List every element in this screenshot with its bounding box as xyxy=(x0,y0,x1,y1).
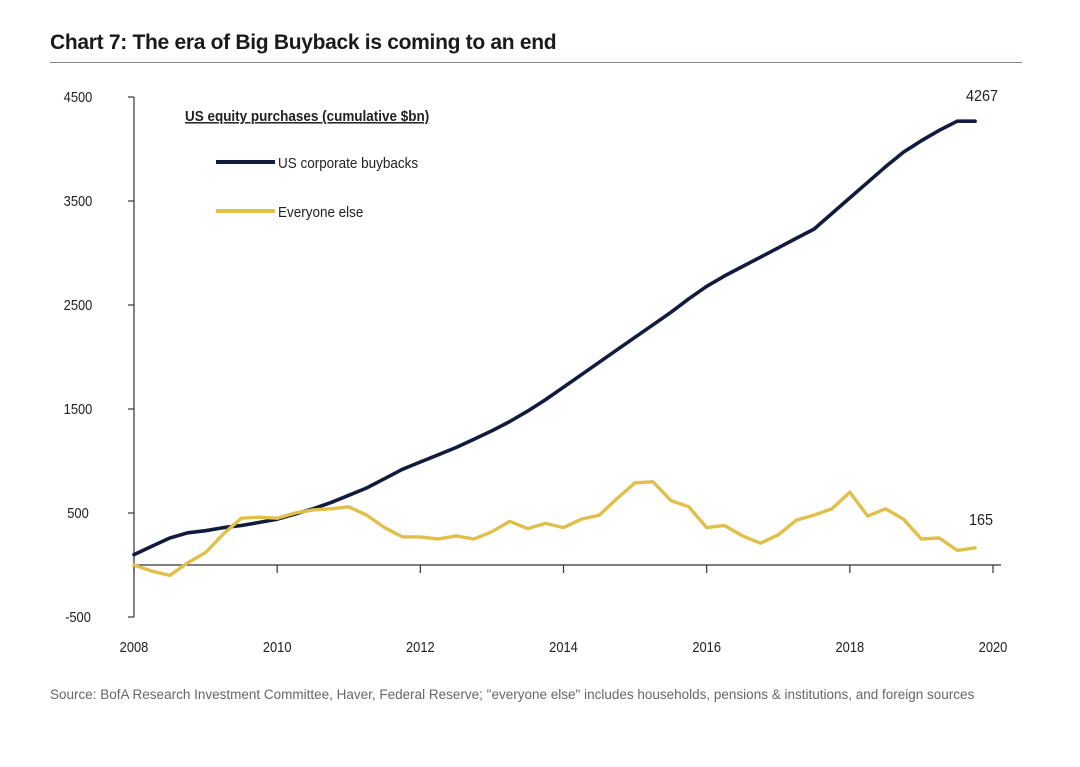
chart-legend: US equity purchases (cumulative $bn) US c… xyxy=(185,108,429,221)
chart-title: Chart 7: The era of Big Buyback is comin… xyxy=(50,31,557,54)
chart-axes xyxy=(133,97,1001,617)
title-divider xyxy=(50,62,1022,63)
legend-label: Everyone else xyxy=(278,204,364,221)
x-tick-label: 2020 xyxy=(979,638,1008,655)
y-tick-label: 1500 xyxy=(64,400,93,417)
axis-ticks: -500 500 1500 2500 3500 4500 2008 2010 2012 2014 2… xyxy=(64,88,1008,655)
x-tick-label: 2014 xyxy=(549,638,578,655)
x-tick-label: 2018 xyxy=(836,638,865,655)
chart-series xyxy=(132,119,977,578)
y-tick-label: 3500 xyxy=(64,192,93,209)
x-tick-label: 2016 xyxy=(692,638,721,655)
series-line-us-corporate-buybacks xyxy=(132,119,977,557)
data-label: 165 xyxy=(969,511,993,529)
x-tick-label: 2012 xyxy=(406,638,435,655)
legend-label: US corporate buybacks xyxy=(278,155,418,172)
legend-title: US equity purchases (cumulative $bn) xyxy=(185,108,429,125)
x-tick-label: 2010 xyxy=(263,638,292,655)
data-label: 4267 xyxy=(966,87,998,105)
data-labels: 4267 165 xyxy=(966,87,998,529)
y-tick-label: 2500 xyxy=(64,296,93,313)
y-tick-label: -500 xyxy=(65,608,91,625)
source-note: Source: BofA Research Investment Committ… xyxy=(50,687,975,702)
y-tick-label: 4500 xyxy=(64,88,93,105)
x-tick-label: 2008 xyxy=(120,638,149,655)
y-tick-label: 500 xyxy=(67,504,89,521)
line-chart: -500 500 1500 2500 3500 4500 2008 2010 2012 2014 2… xyxy=(64,87,1008,655)
series-line-everyone-else xyxy=(132,480,977,578)
